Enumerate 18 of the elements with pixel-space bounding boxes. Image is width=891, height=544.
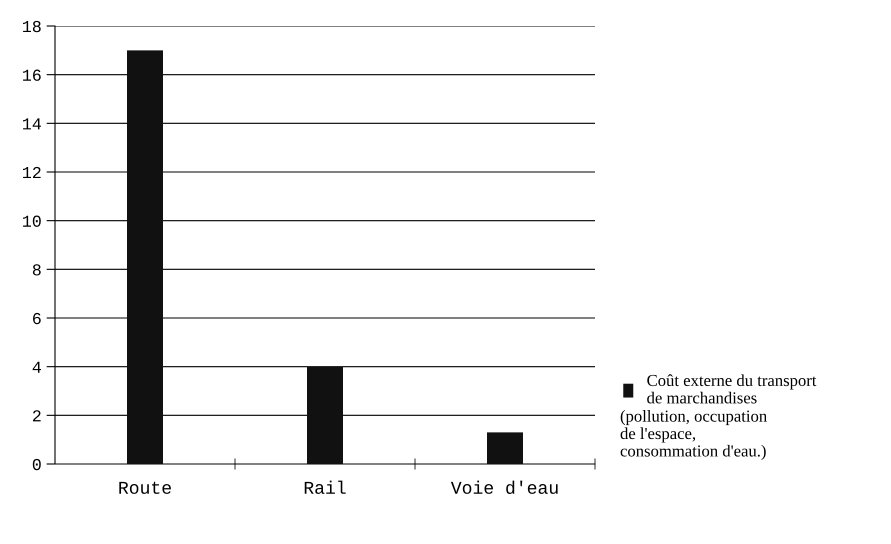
x-tick-label: Route [119,482,171,494]
bar [487,432,523,464]
x-tick-label: Rail [304,480,346,494]
y-tick-label: 12 [23,166,41,178]
y-tick-label: 8 [32,264,41,276]
y-tick-label: 4 [32,362,41,373]
y-tick-label: 14 [23,118,41,130]
y-tick-label: 16 [23,70,41,81]
text: (pollution, occupation de l'espace, consommation d'eau.) [620,410,767,460]
y-tick-label: 18 [23,20,41,32]
bar [127,50,163,464]
y-tick-label: 10 [23,216,41,227]
bar [307,366,343,464]
y-tick-label: 6 [33,312,41,324]
legend-label: Coût externe du transport de marchandises [647,374,816,404]
y-tick-label: 0 [32,458,41,470]
x-tick-label: Voie d'eau [450,480,558,494]
y-tick-label: 2 [32,410,41,422]
